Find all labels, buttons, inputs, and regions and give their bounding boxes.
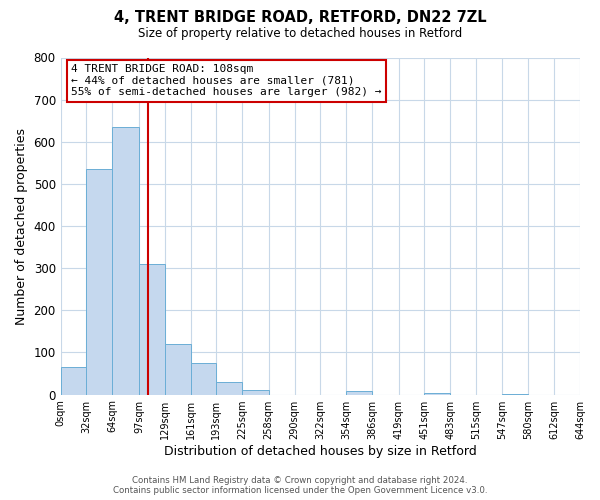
Text: 4 TRENT BRIDGE ROAD: 108sqm
← 44% of detached houses are smaller (781)
55% of se: 4 TRENT BRIDGE ROAD: 108sqm ← 44% of det… — [71, 64, 382, 98]
Bar — [112, 127, 139, 394]
Bar — [217, 382, 242, 394]
Y-axis label: Number of detached properties: Number of detached properties — [15, 128, 28, 324]
Text: Size of property relative to detached houses in Retford: Size of property relative to detached ho… — [138, 28, 462, 40]
Bar — [164, 344, 191, 395]
X-axis label: Distribution of detached houses by size in Retford: Distribution of detached houses by size … — [164, 444, 477, 458]
Bar — [346, 391, 372, 394]
Bar — [139, 264, 164, 394]
Bar — [86, 169, 112, 394]
Bar — [191, 363, 217, 394]
Text: Contains HM Land Registry data © Crown copyright and database right 2024.
Contai: Contains HM Land Registry data © Crown c… — [113, 476, 487, 495]
Text: 4, TRENT BRIDGE ROAD, RETFORD, DN22 7ZL: 4, TRENT BRIDGE ROAD, RETFORD, DN22 7ZL — [113, 10, 487, 25]
Bar — [61, 367, 86, 394]
Bar — [242, 390, 269, 394]
